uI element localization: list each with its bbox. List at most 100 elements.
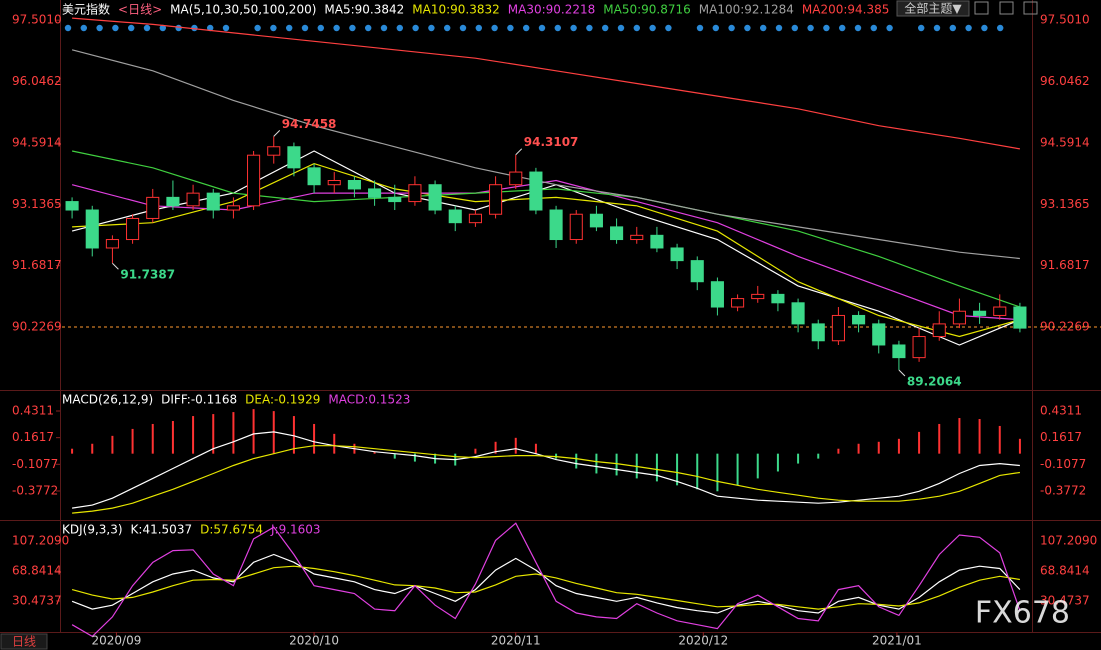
candle-body [751,293,765,300]
legend-entry: J:9.1603 [270,523,321,537]
y-tick-label-right: 96.0462 [1040,74,1090,88]
candle-body [347,179,361,190]
y-tick-label-right: -0.1077 [1040,457,1086,471]
candle-body [529,171,543,211]
event-dot [270,24,277,32]
y-tick-label-right: 94.5914 [1040,135,1090,149]
panel-title: KDJ(9,3,3) [62,523,123,537]
y-tick-label-right: 68.8414 [1040,563,1090,577]
candle-body [549,209,563,241]
x-tick-label: 2020/11 [491,634,541,648]
candle-body [831,314,845,342]
legend-entry: MA50:90.8716 [603,3,691,17]
event-dot [728,24,735,32]
event-dot [396,24,403,32]
event-dot [554,24,561,32]
candle-body [650,234,664,249]
candle-body [811,323,825,342]
y-tick-label: -0.1077 [12,457,58,471]
legend-entry: DEA:-0.1929 [245,393,320,407]
period-tab[interactable] [0,633,48,650]
candle-body [85,209,99,249]
candle-body [973,310,987,316]
event-dot [854,24,862,32]
event-dot [128,24,135,32]
y-tick-label: 91.6817 [12,258,62,272]
candle-body [388,196,402,203]
panel-subtitle: <日线> [118,3,162,17]
y-tick-label: 0.4311 [12,403,54,417]
x-tick-label: 2020/09 [92,634,142,648]
legend-entry: MA5:90.3842 [324,3,404,17]
candle-body [206,192,220,211]
event-dot [412,24,419,32]
candle-body [368,188,382,198]
event-dot [965,24,972,32]
ma-line [71,150,1021,308]
toolbar-icon[interactable] [1023,1,1038,15]
y-tick-label: 93.1365 [12,197,62,211]
indicator-line [71,553,1021,614]
watermark: FX678 [975,596,1070,631]
event-dot [617,24,625,32]
event-dot [159,24,166,32]
candle-body [852,314,866,325]
event-dot [112,24,119,32]
y-tick-label: 30.4737 [12,593,62,607]
candle-body [771,293,785,304]
y-tick-label: 90.2269 [12,319,62,333]
candle-body [710,281,724,308]
candle-body [489,184,503,215]
event-dot [744,24,751,32]
event-dot [333,24,340,32]
y-tick-label: 0.1617 [12,430,54,444]
event-dot [475,24,482,32]
event-dot [222,24,230,32]
legend-entry: K:41.5037 [131,523,193,537]
y-tick-label-right: 97.5010 [1040,13,1090,27]
candle-body [428,184,442,211]
candle-body [126,217,140,241]
plot-layer: 97.5010 97.5010 96.0462 96.0462 94.5914 94.59… [12,2,1101,648]
candle-body [509,171,523,186]
candle-body [468,213,482,224]
y-tick-label-right: 91.6817 [1040,258,1090,272]
event-dot [886,24,893,32]
y-tick-label: 107.2090 [12,534,69,548]
theme-button[interactable] [896,0,970,17]
panel-title: MACD(26,12,9) [62,393,153,407]
event-dot [191,24,198,32]
annotation-pointer [273,130,281,137]
event-dot [696,24,704,32]
event-dot [317,24,324,32]
indicator-label: MA(5,10,30,50,100,200) [170,3,316,17]
candle-body [247,154,261,207]
candle-body [690,260,704,283]
candle-body [569,213,583,241]
y-tick-label-right: 107.2090 [1040,534,1097,548]
toolbar-icon[interactable] [999,1,1014,15]
legend-entry: DIFF:-0.1168 [161,393,237,407]
y-tick-label-right: -0.3772 [1040,483,1086,497]
annotation-pointer [515,148,523,156]
theme-button-label[interactable]: 全部主题▼ [904,1,962,16]
event-dot [428,24,435,32]
event-dot [80,24,88,32]
period-tab-label[interactable]: 日线 [12,635,36,649]
indicator-line [71,565,1020,610]
y-tick-label: 94.5914 [12,135,62,149]
event-dot [981,24,988,32]
event-dot [586,24,593,32]
event-dot [933,24,941,32]
candle-body [872,323,886,346]
candle-body [589,213,603,228]
toolbar-icon[interactable] [974,1,989,15]
event-dot [791,24,798,32]
panel-title: 美元指数 [62,2,110,17]
candle-body [448,209,462,224]
event-dot [997,24,1004,32]
candle-body [166,196,180,207]
event-dot [523,24,530,32]
event-dot [649,24,656,32]
